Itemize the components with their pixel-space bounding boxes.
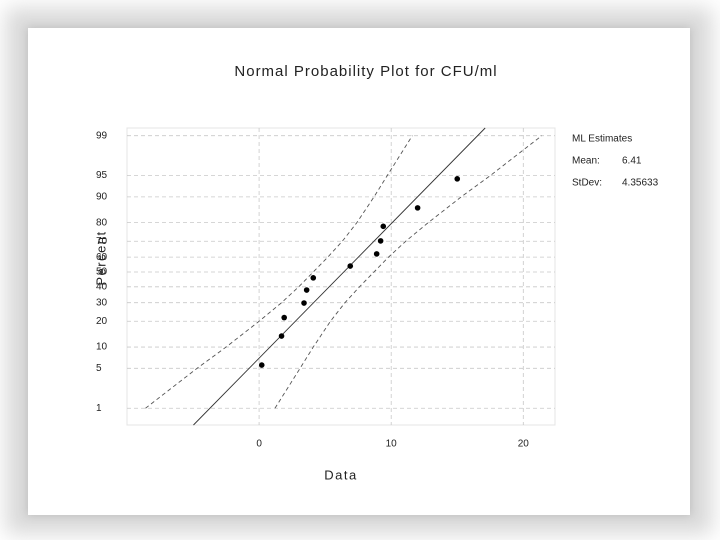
data-point xyxy=(347,263,354,269)
y-tick-label: 95 xyxy=(96,170,108,181)
x-tick-label: 0 xyxy=(256,439,262,450)
paper xyxy=(28,28,690,515)
mean-label: Mean: xyxy=(572,156,600,167)
y-tick-label: 90 xyxy=(96,192,108,203)
x-tick-label: 20 xyxy=(518,439,530,450)
y-tick-label: 99 xyxy=(96,130,108,141)
data-point xyxy=(380,223,387,230)
data-point xyxy=(373,251,380,257)
data-point xyxy=(278,333,285,339)
data-point xyxy=(258,362,265,368)
y-tick-label: 60 xyxy=(96,252,108,263)
data-point xyxy=(303,287,310,293)
mean-value: 6.41 xyxy=(622,156,642,167)
y-tick-label: 5 xyxy=(96,363,102,374)
y-tick-label: 1 xyxy=(96,403,102,414)
y-tick-label: 70 xyxy=(96,236,108,247)
data-point xyxy=(301,300,307,306)
legend-heading: ML Estimates xyxy=(572,134,632,145)
data-point xyxy=(414,205,421,211)
chart-title: Normal Probability Plot for CFU/ml xyxy=(234,63,497,80)
x-tick-label: 10 xyxy=(386,439,398,450)
y-tick-label: 20 xyxy=(96,316,108,327)
y-tick-label: 80 xyxy=(96,217,108,228)
y-tick-label: 50 xyxy=(96,267,108,278)
stdev-value: 4.35633 xyxy=(622,178,659,189)
stdev-label: StDev: xyxy=(572,178,602,189)
plot-frame xyxy=(126,127,556,426)
y-axis-title: Percent xyxy=(93,230,108,285)
data-point xyxy=(310,275,317,281)
data-point xyxy=(377,238,384,244)
data-point xyxy=(281,314,287,321)
y-tick-label: 10 xyxy=(96,342,108,353)
data-point xyxy=(454,176,461,182)
x-axis-title: Data xyxy=(324,467,357,482)
y-tick-label: 40 xyxy=(96,281,108,292)
confidence-band xyxy=(145,135,413,409)
confidence-band xyxy=(274,135,543,409)
y-tick-label: 30 xyxy=(96,297,108,308)
fit-line xyxy=(193,127,486,426)
